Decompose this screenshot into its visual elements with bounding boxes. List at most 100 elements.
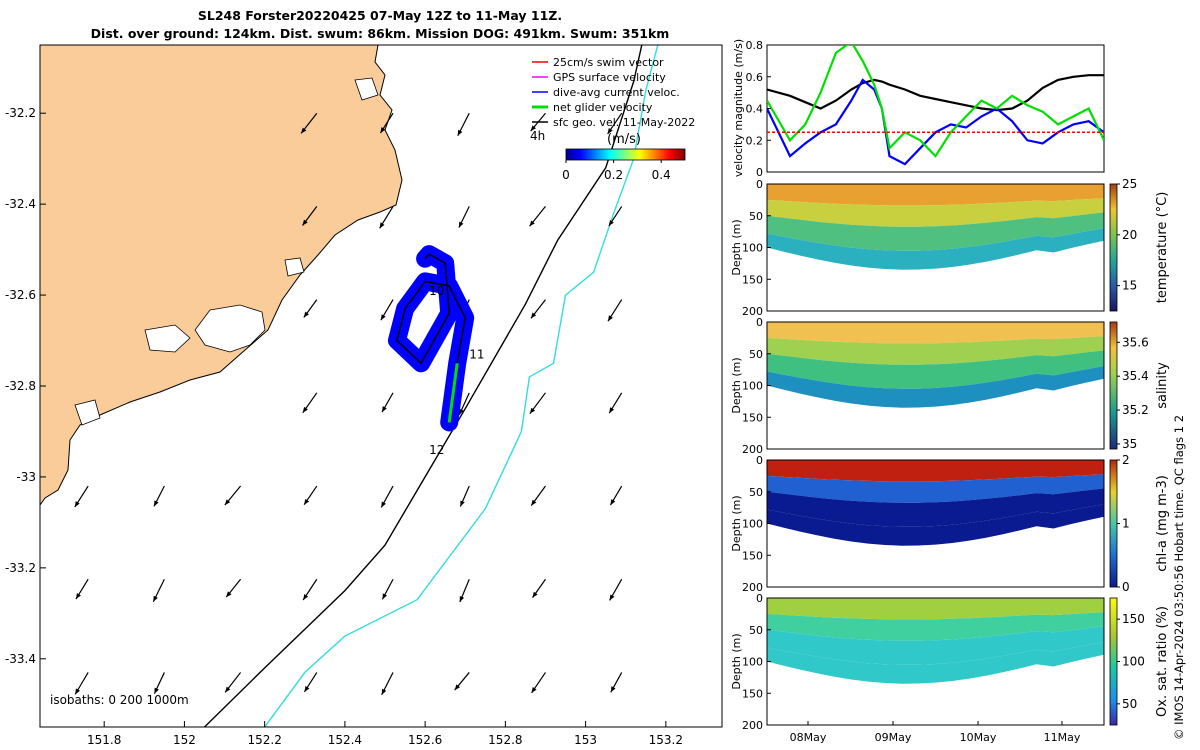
- colorbar-tick-label: 15: [1122, 279, 1137, 293]
- geo-velocity-arrow: [609, 485, 623, 506]
- arrow-head: [531, 687, 537, 693]
- geo-velocity-arrow: [302, 206, 318, 226]
- profile-y-tick-label: 0: [756, 178, 763, 191]
- arrow-head: [532, 591, 538, 598]
- arrow-head: [458, 221, 464, 228]
- colorbar-label: temperature (°C): [1155, 192, 1170, 304]
- colorbar-tick-label: 35: [1122, 437, 1137, 451]
- chart-title-line-1: SL248 Forster20220425 07-May 12Z to 11-M…: [197, 8, 563, 23]
- velocity-series-line: [767, 78, 1104, 166]
- map-y-tick-label: -33.4: [5, 652, 36, 666]
- profile-band-bottom: [767, 228, 1104, 270]
- arrow-head: [608, 220, 614, 226]
- geo-velocity-arrow: [607, 112, 623, 135]
- profile-y-tick-label: 200: [742, 581, 763, 594]
- arrow-head: [75, 688, 80, 695]
- lake-3: [354, 77, 379, 101]
- speed-colorbar: [565, 148, 686, 161]
- profile-band-lower: [767, 212, 1104, 251]
- arrow-head: [531, 499, 537, 506]
- arrow-head: [609, 594, 615, 601]
- geo-velocity-arrow: [607, 299, 623, 322]
- arrow-head: [607, 128, 613, 134]
- profile-y-label: Depth (m): [730, 495, 743, 551]
- velocity-y-label: velocity magnitude (m/s): [732, 39, 745, 177]
- colorbar-tick-label: 2: [1122, 453, 1130, 467]
- profile-y-tick-label: 100: [742, 380, 763, 393]
- glider-track-line: [396, 253, 466, 423]
- arrow-head: [154, 687, 159, 694]
- map-y-tick-label: -32.6: [5, 288, 36, 302]
- arrow-head: [304, 498, 310, 505]
- geo-velocity-arrow: [608, 206, 623, 227]
- velocity-plot-area: [766, 44, 1105, 173]
- date-x-tick-label: 09May: [875, 731, 912, 744]
- arrow-head: [610, 499, 616, 506]
- colorbar-tick-label: 35.2: [1122, 403, 1149, 417]
- geo-velocity-arrow: [529, 206, 546, 227]
- arrow-head: [153, 500, 159, 507]
- lake-5: [74, 399, 101, 426]
- arrow-head: [74, 501, 80, 508]
- geo-velocity-arrow: [152, 578, 165, 603]
- profile-y-tick-label: 100: [742, 242, 763, 255]
- arrow-head: [381, 501, 386, 508]
- arrow-head: [304, 686, 310, 692]
- profile-panel-0: 0 50 100 150 200 Depth (m) 15 20 25 temperature (…: [730, 177, 1170, 318]
- colorbar-tick-label: 50: [1122, 697, 1137, 711]
- arrow-head: [382, 593, 388, 600]
- colorbar-tick-label: 25: [1122, 177, 1137, 191]
- isobaths-label: isobaths: 0 200 1000m: [50, 693, 189, 707]
- arrow-head: [459, 408, 464, 415]
- velocity-y-ticks: 0 0.2 0.4 0.6 0.8: [746, 39, 771, 179]
- geo-velocity-arrow: [381, 392, 394, 413]
- geo-velocity-arrow: [380, 299, 394, 321]
- profile-y-tick-label: 150: [742, 411, 763, 424]
- profile-band-upper: [767, 474, 1104, 503]
- speed-colorbar-ticks: 0 0.2 0.4: [562, 160, 671, 182]
- arrow-head: [153, 595, 158, 602]
- colorbar-tick-label: 20: [1122, 228, 1137, 242]
- profile-band-surface: [767, 598, 1104, 620]
- arrow-head: [459, 595, 465, 602]
- profile-band-lower: [767, 350, 1104, 389]
- colorbar-label: salinity: [1155, 362, 1170, 409]
- arrow-head: [530, 312, 537, 319]
- map-x-tick-label: 153.2: [649, 733, 683, 747]
- profile-colorbar: [1109, 459, 1118, 588]
- arrow-head: [302, 406, 308, 413]
- lake-2: [144, 324, 191, 353]
- legend-label: dive-avg current veloc.: [553, 86, 680, 99]
- velocity-y-tick-label: 0: [756, 166, 763, 179]
- legend-label: 25cm/s swim vector: [553, 56, 664, 69]
- geo-velocity-arrow: [302, 392, 318, 414]
- profile-panel-1: 0 50 100 150 200 Depth (m) 35 35.2 35.4 35.6 salin…: [730, 316, 1170, 456]
- arrow-head: [76, 593, 81, 600]
- map-x-tick-label: 152.8: [488, 733, 522, 747]
- geo-velocity-arrow: [381, 672, 394, 695]
- profile-colorbar: [1109, 321, 1118, 450]
- arrow-head: [609, 407, 615, 414]
- arrow-head: [607, 315, 613, 322]
- velocity-y-tick-label: 0.2: [746, 134, 764, 147]
- colorbar-tick-label: 0: [562, 168, 570, 182]
- geo-velocity-arrow: [300, 112, 318, 134]
- isobath-200m: [204, 45, 643, 727]
- geo-velocity-arrow: [529, 392, 546, 414]
- map-y-tick-label: -32.8: [5, 379, 36, 393]
- profile-band-surface: [767, 322, 1104, 344]
- geo-velocity-arrow: [303, 672, 318, 693]
- day-label: 12: [429, 443, 444, 457]
- lake-1: [194, 304, 266, 353]
- profile-y-tick-label: 100: [742, 518, 763, 531]
- velocity-y-tick-label: 0.8: [746, 39, 764, 52]
- arrow-head: [457, 129, 463, 136]
- map-y-tick-label: -32.2: [5, 106, 36, 120]
- chart-title-line-2: Dist. over ground: 124km. Dist. swum: 86…: [90, 26, 670, 41]
- geo-velocity-arrow: [225, 578, 242, 598]
- map-x-tick-label: 152.4: [328, 733, 362, 747]
- profile-y-tick-label: 150: [742, 549, 763, 562]
- profile-y-tick-label: 150: [742, 273, 763, 286]
- profile-band-lower: [767, 488, 1104, 527]
- geo-velocity-arrow: [74, 485, 89, 508]
